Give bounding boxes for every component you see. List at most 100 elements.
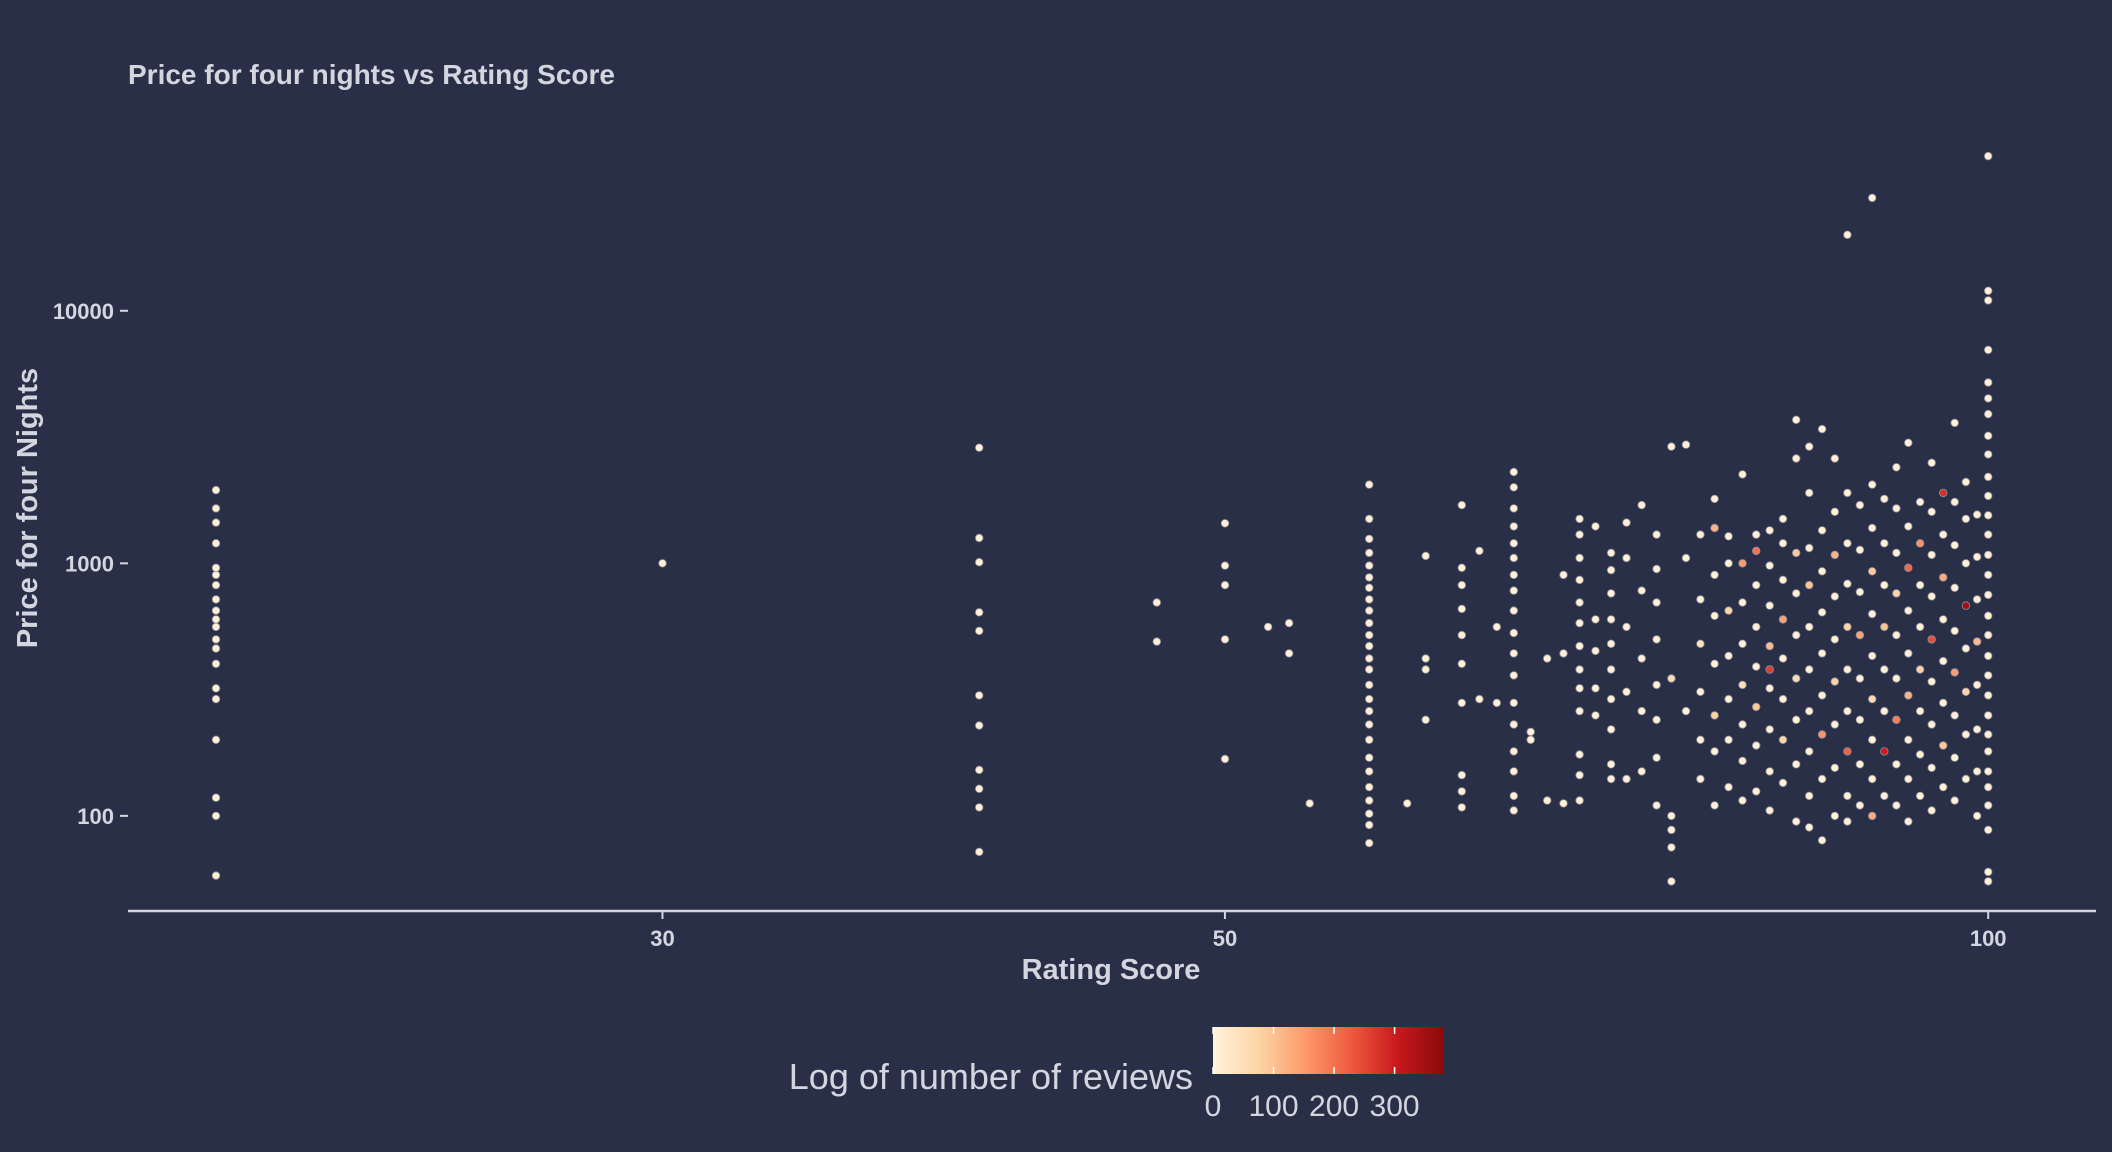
data-point xyxy=(1938,741,1948,750)
data-point xyxy=(1915,750,1925,759)
data-point xyxy=(1778,654,1788,663)
data-point xyxy=(1843,622,1852,632)
data-point xyxy=(975,784,984,793)
data-point xyxy=(1364,665,1374,674)
data-point xyxy=(211,622,221,632)
y-axis-title: Price for four Nights xyxy=(12,368,44,648)
data-point xyxy=(1791,817,1801,826)
data-point xyxy=(1817,730,1827,739)
data-point xyxy=(975,847,984,857)
data-point xyxy=(1791,674,1801,683)
data-point xyxy=(1855,801,1865,810)
data-point xyxy=(1751,530,1761,539)
data-point xyxy=(1364,583,1374,592)
data-point xyxy=(1364,548,1374,558)
data-point xyxy=(1152,637,1161,646)
data-point xyxy=(1938,782,1948,792)
x-tick-label: 100 xyxy=(1970,926,2007,951)
data-point xyxy=(1637,500,1646,510)
data-point xyxy=(1364,796,1374,805)
data-point xyxy=(1804,747,1814,756)
data-point xyxy=(1364,706,1374,716)
data-point xyxy=(1804,580,1814,590)
data-point xyxy=(1817,567,1827,576)
data-point xyxy=(1961,514,1971,524)
data-point xyxy=(1457,659,1466,668)
data-point xyxy=(1950,668,1959,677)
data-point xyxy=(1652,680,1661,690)
data-point xyxy=(1667,843,1676,852)
data-point xyxy=(1696,595,1705,604)
data-point xyxy=(975,691,984,700)
data-point xyxy=(1983,691,1993,700)
data-point xyxy=(1972,767,1982,776)
data-point xyxy=(1892,760,1901,769)
data-point xyxy=(1843,747,1852,756)
data-point xyxy=(1867,523,1877,533)
data-point xyxy=(1738,796,1747,805)
data-point xyxy=(1364,480,1374,489)
data-point xyxy=(1904,817,1913,826)
data-point xyxy=(1364,630,1374,640)
data-point xyxy=(1509,586,1518,595)
data-point xyxy=(1738,639,1747,648)
data-point xyxy=(1950,711,1959,720)
data-point xyxy=(1892,548,1901,558)
data-point xyxy=(1622,553,1631,563)
data-point xyxy=(1830,454,1839,463)
data-point xyxy=(1830,720,1839,729)
data-point xyxy=(1983,877,1993,886)
data-point xyxy=(1765,767,1774,776)
data-point xyxy=(1402,799,1412,808)
data-point xyxy=(1778,575,1788,585)
data-point xyxy=(1972,725,1982,734)
data-point xyxy=(1364,561,1374,570)
data-point xyxy=(1284,649,1294,658)
data-point xyxy=(1880,747,1889,756)
data-point xyxy=(1765,684,1774,693)
data-point xyxy=(1817,526,1827,535)
data-point xyxy=(1509,483,1518,492)
data-point xyxy=(1983,801,1993,810)
data-point xyxy=(1961,774,1971,784)
data-point xyxy=(1961,644,1971,653)
data-point xyxy=(1904,691,1913,700)
data-point xyxy=(1652,635,1661,644)
data-point xyxy=(1904,606,1913,615)
data-point xyxy=(1983,590,1993,600)
data-point xyxy=(1606,760,1616,769)
data-point xyxy=(1791,760,1801,769)
data-point xyxy=(1867,811,1877,821)
data-point xyxy=(1843,706,1852,716)
data-point xyxy=(1950,583,1959,592)
data-point xyxy=(1364,735,1374,744)
data-point xyxy=(1778,694,1788,704)
data-point xyxy=(1983,825,1993,835)
data-point xyxy=(1791,715,1801,724)
data-point xyxy=(1830,550,1839,560)
data-point xyxy=(1830,811,1839,821)
data-point xyxy=(1830,507,1839,516)
data-point xyxy=(1652,530,1661,539)
data-point xyxy=(1509,522,1518,531)
data-point xyxy=(1509,553,1518,563)
data-point xyxy=(1220,754,1230,764)
data-point xyxy=(1364,534,1374,544)
data-point xyxy=(1622,687,1631,696)
data-point xyxy=(1492,622,1501,632)
data-point xyxy=(1364,694,1374,704)
data-point xyxy=(1880,494,1889,504)
color-legend: Log of number of reviews 0 100 200 300 xyxy=(789,1027,1443,1123)
data-point xyxy=(1904,649,1913,658)
data-point xyxy=(1696,530,1705,539)
data-point xyxy=(1830,763,1839,772)
data-point xyxy=(1284,618,1294,628)
data-point xyxy=(1983,378,1993,387)
data-point xyxy=(975,558,984,567)
data-point xyxy=(1575,770,1584,780)
data-point xyxy=(1667,877,1676,886)
data-point xyxy=(211,615,221,624)
data-point xyxy=(1791,548,1801,558)
data-point xyxy=(1559,799,1568,808)
